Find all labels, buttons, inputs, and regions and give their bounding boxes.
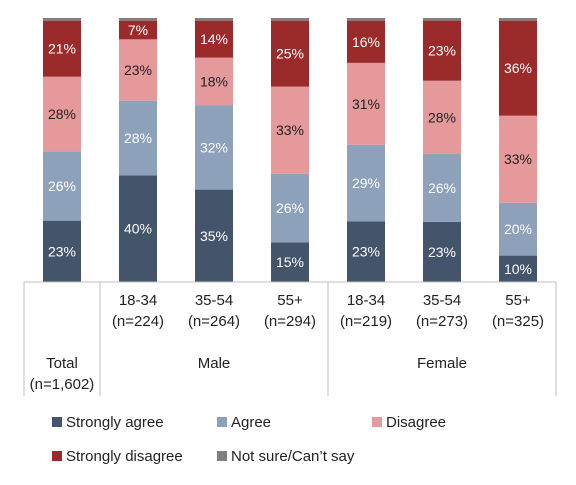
bar-segment-3-2 (119, 39, 157, 101)
data-label-4-7: 36% (504, 60, 532, 76)
legend-label-4: Strongly disagree (66, 448, 183, 465)
data-label-2-4: 26% (276, 200, 304, 216)
bar-segment-4-7 (499, 20, 537, 116)
category-label-7-line-2: (n=325) (492, 313, 544, 330)
data-label-2-7: 20% (504, 221, 532, 237)
data-label-1-6: 23% (428, 244, 456, 260)
legend-label-5: Not sure/Can’t say (231, 448, 355, 465)
bar-segment-5-7 (499, 18, 537, 21)
data-label-3-3: 18% (200, 73, 228, 89)
group-label-1: Male (198, 355, 231, 372)
data-label-1-2: 40% (124, 221, 152, 237)
data-label-2-5: 29% (352, 175, 380, 191)
bar-segment-2-7 (499, 202, 537, 256)
data-label-1-7: 10% (504, 261, 532, 277)
data-label-4-2: 7% (128, 22, 148, 38)
category-label-1-line-1: Total (46, 355, 78, 372)
bar-segment-3-5 (347, 62, 385, 145)
bar-segment-5-6 (423, 18, 461, 21)
bar-segment-5-2 (119, 18, 157, 21)
legend-swatch-3 (372, 417, 382, 427)
category-label-5-line-2: (n=219) (340, 313, 392, 330)
bar-segment-3-4 (271, 86, 309, 174)
category-label-5-line-1: 18-34 (347, 292, 385, 309)
legend-swatch-1 (52, 417, 62, 427)
data-label-4-6: 23% (428, 43, 456, 59)
legend-swatch-2 (217, 417, 227, 427)
bar-segment-4-2 (119, 20, 157, 40)
legend-swatch-5 (217, 451, 227, 461)
category-label-4-line-1: 55+ (277, 292, 303, 309)
data-label-2-1: 26% (48, 178, 76, 194)
legend-label-3: Disagree (386, 414, 446, 431)
bar-segment-5-1 (43, 18, 81, 21)
bar-segment-4-5 (347, 20, 385, 63)
bar-segment-4-4 (271, 20, 309, 87)
category-label-2-line-2: (n=224) (112, 313, 164, 330)
data-label-3-5: 31% (352, 96, 380, 112)
data-label-2-2: 28% (124, 130, 152, 146)
bar-segment-2-1 (43, 151, 81, 221)
data-label-1-3: 35% (200, 228, 228, 244)
legend-label-1: Strongly agree (66, 414, 164, 431)
legend-label-2: Agree (231, 414, 271, 431)
data-label-4-3: 14% (200, 31, 228, 47)
group-label-2: Female (417, 355, 467, 372)
category-label-6-line-1: 35-54 (423, 292, 461, 309)
bar-segment-2-3 (195, 105, 233, 190)
data-label-4-5: 16% (352, 34, 380, 50)
bar-segment-5-4 (271, 18, 309, 21)
data-label-3-1: 28% (48, 106, 76, 122)
bar-segment-1-2 (119, 175, 157, 282)
bar-segment-1-1 (43, 220, 81, 282)
bar-segment-3-7 (499, 115, 537, 203)
bar-segment-4-3 (195, 20, 233, 58)
category-label-3-line-1: 35-54 (195, 292, 233, 309)
data-label-1-5: 23% (352, 244, 380, 260)
category-label-6-line-2: (n=273) (416, 313, 468, 330)
bar-segment-1-3 (195, 189, 233, 282)
value-labels-layer: 23% 26% 28% 21% 40% 28% 23% 7% 35% 32% 18% 14% 15% 26… (48, 22, 532, 277)
data-label-1-1: 23% (48, 243, 76, 259)
category-label-3-line-2: (n=264) (188, 313, 240, 330)
bar-segment-5-5 (347, 18, 385, 21)
data-label-3-4: 33% (276, 122, 304, 138)
category-label-7-line-1: 55+ (505, 292, 531, 309)
bar-segment-5-3 (195, 18, 233, 21)
category-label-1-line-2: (n=1,602) (30, 376, 95, 393)
bar-segment-1-6 (423, 221, 461, 282)
data-label-2-3: 32% (200, 139, 228, 155)
data-label-3-2: 23% (124, 62, 152, 78)
category-label-2-line-1: 18-34 (119, 292, 157, 309)
bar-segment-2-6 (423, 153, 461, 222)
data-label-3-7: 33% (504, 151, 532, 167)
bar-segment-1-4 (271, 242, 309, 282)
bar-segment-1-7 (499, 255, 537, 282)
category-axis: Total (n=1,602) 18-34 (n=224) 35-54 (n=264) 55… (23, 281, 557, 396)
bar-segment-3-6 (423, 80, 461, 154)
category-label-4-line-2: (n=294) (264, 313, 316, 330)
bar-segment-3-1 (43, 76, 81, 152)
data-label-4-1: 21% (48, 41, 76, 57)
bar-segment-2-4 (271, 173, 309, 243)
bar-segment-4-6 (423, 20, 461, 81)
bar-segment-1-5 (347, 221, 385, 282)
data-label-1-4: 15% (276, 254, 304, 270)
bar-segment-2-2 (119, 100, 157, 176)
bars-layer (43, 18, 537, 282)
data-label-2-6: 26% (428, 180, 456, 196)
data-label-3-6: 28% (428, 109, 456, 125)
bar-segment-2-5 (347, 144, 385, 222)
legend: Strongly agree Agree Disagree Strongly disa… (52, 414, 446, 465)
bar-segment-4-1 (43, 20, 81, 77)
legend-swatch-4 (52, 451, 62, 461)
data-label-4-4: 25% (276, 46, 304, 62)
bar-segment-3-3 (195, 57, 233, 106)
